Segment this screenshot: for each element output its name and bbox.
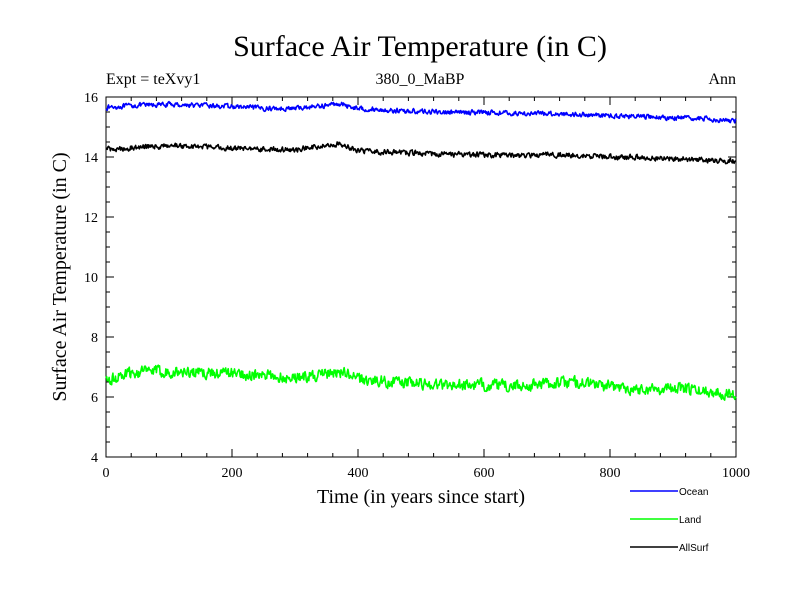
plot-frame	[105, 96, 737, 458]
y-tick-label: 4	[91, 451, 98, 466]
y-tick-label: 16	[84, 91, 98, 106]
x-tick-label: 800	[600, 466, 621, 481]
chart-subtitle: 380_0_MaBP	[376, 71, 465, 88]
series-line-allsurf	[105, 141, 737, 165]
x-tick-label: 400	[348, 466, 369, 481]
series-lines	[105, 100, 737, 401]
period-label: Ann	[708, 71, 736, 88]
chart-title: Surface Air Temperature (in C)	[233, 30, 607, 63]
y-axis-label: Surface Air Temperature (in C)	[49, 152, 71, 401]
series-line-ocean	[105, 100, 737, 124]
x-tick-label: 0	[103, 466, 110, 481]
legend-label-allsurf: AllSurf	[679, 543, 709, 554]
experiment-label: Expt = teXvy1	[106, 71, 200, 88]
x-tick-label: 1000	[722, 466, 750, 481]
x-axis-label: Time (in years since start)	[317, 486, 525, 508]
legend-label-land: Land	[679, 515, 701, 526]
legend: Ocean Land AllSurf	[630, 487, 709, 554]
y-tick-label: 6	[91, 391, 98, 406]
y-tick-label: 10	[84, 271, 98, 286]
y-tick-label: 8	[91, 331, 98, 346]
x-tick-label: 200	[222, 466, 243, 481]
axis-ticks: 0 200 400 600 800 1000 4 6 8 10 12 14 16	[84, 91, 750, 481]
x-tick-label: 600	[474, 466, 495, 481]
legend-label-ocean: Ocean	[679, 487, 708, 498]
series-line-land	[105, 364, 737, 401]
y-tick-label: 12	[84, 211, 98, 226]
y-tick-label: 14	[84, 151, 98, 166]
